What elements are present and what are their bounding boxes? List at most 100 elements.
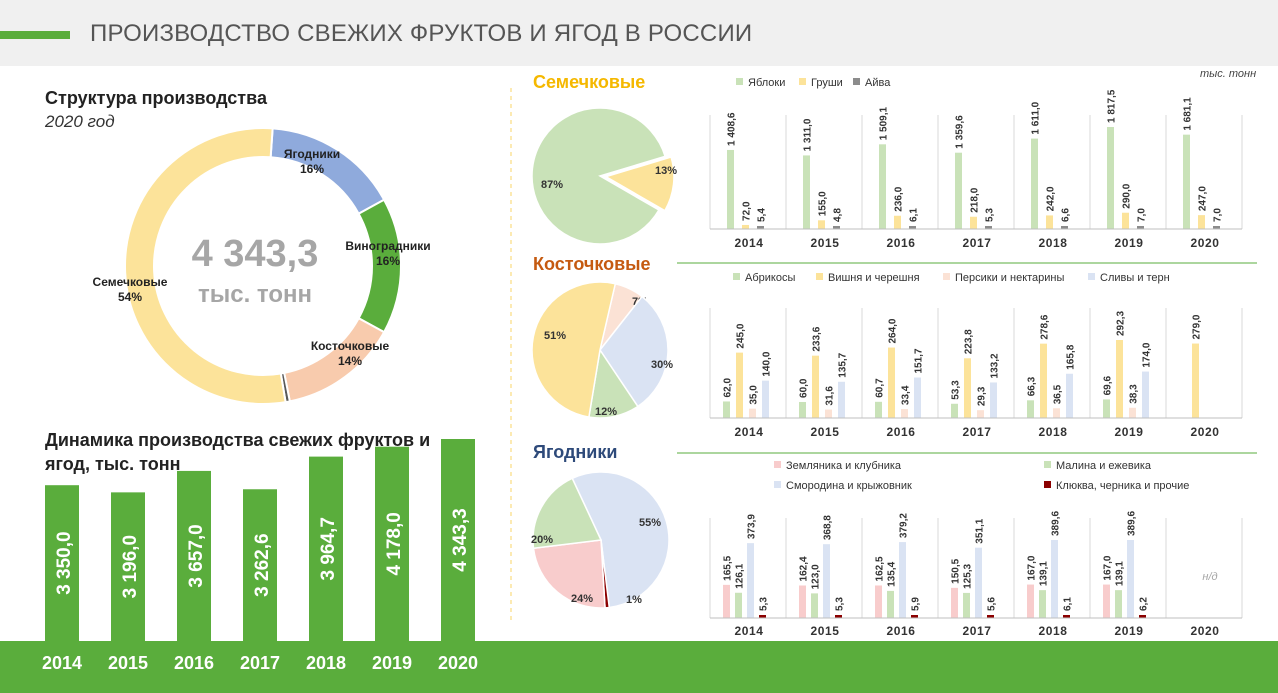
pome-bar — [1137, 226, 1144, 229]
stone-legend-label: Вишня и черешня — [828, 272, 920, 284]
pome-bar-label: 1 509,1 — [879, 107, 890, 141]
berry-bar-label: 373,9 — [747, 514, 758, 539]
stone-year-label: 2016 — [886, 425, 915, 439]
berry-bar-label: 5,9 — [911, 597, 922, 611]
pome-pie-slice-pct: 87% — [541, 179, 563, 191]
berry-bar-label: 165,5 — [723, 555, 734, 580]
berry-bar-label: 167,0 — [1027, 555, 1038, 580]
berry-bar-label: 123,0 — [811, 564, 822, 589]
berry-bar — [911, 615, 918, 618]
pome-bar-label: 218,0 — [970, 187, 981, 212]
pome-bar — [1061, 226, 1068, 229]
berry-bar-label: 351,1 — [975, 518, 986, 543]
berry-bar — [1063, 615, 1070, 618]
berry-bar-label: 150,5 — [951, 558, 962, 583]
berry-bar-label: 6,1 — [1063, 597, 1074, 611]
stone-bar-label: 223,8 — [964, 329, 975, 354]
total-bar — [309, 456, 343, 641]
berry-bar — [1115, 590, 1122, 618]
stone-pie-slice-pct: 51% — [544, 330, 566, 342]
pome-legend-swatch — [853, 78, 860, 85]
total-bar-label: 3 350,0 — [54, 531, 75, 594]
stone-pie-slice-pct: 12% — [595, 406, 617, 418]
pome-bar — [1107, 127, 1114, 229]
pome-bar-label: 7,0 — [1213, 208, 1224, 222]
stone-legend-label: Абрикосы — [745, 272, 795, 284]
pome-bar-label: 7,0 — [1137, 208, 1148, 222]
total-bar — [111, 492, 145, 641]
berry-year-label: 2014 — [734, 624, 763, 638]
stone-bar — [723, 401, 730, 418]
stone-bar-label: 33,4 — [901, 385, 912, 405]
pome-year-label: 2019 — [1114, 236, 1143, 250]
donut-slice-label: Виноградники — [345, 239, 430, 253]
stone-legend-swatch — [816, 273, 823, 280]
donut-slice-pct: 16% — [300, 162, 324, 176]
stone-bar-label: 135,7 — [838, 352, 849, 377]
structure-subtitle: 2020 год — [45, 112, 115, 131]
pome-bar — [909, 226, 916, 229]
berry-pie-slice — [532, 477, 603, 550]
berry-bar — [759, 615, 766, 618]
stone-bar-label: 133,2 — [990, 353, 1001, 378]
page-title: ПРОИЗВОДСТВО СВЕЖИХ ФРУКТОВ И ЯГОД В РОС… — [90, 20, 753, 47]
stone-year-label: 2014 — [734, 425, 763, 439]
stone-bar — [1053, 408, 1060, 418]
pome-legend-label: Айва — [865, 77, 891, 89]
pome-bar-label: 1 359,6 — [955, 115, 966, 149]
berry-bar — [1139, 615, 1146, 618]
section-title-stone: Косточковые — [533, 254, 651, 274]
total-bar — [375, 446, 409, 641]
stone-bar-label: 140,0 — [762, 351, 773, 376]
stone-year-label: 2017 — [962, 425, 991, 439]
berry-bar-label: 139,1 — [1039, 561, 1050, 586]
stone-bar — [1103, 399, 1110, 418]
pome-bar-label: 1 611,0 — [1031, 101, 1042, 134]
stone-bar — [812, 355, 819, 418]
donut-slice-label: Косточковые — [311, 339, 390, 353]
berry-bar-label: 5,6 — [987, 597, 998, 611]
donut-slice — [124, 127, 287, 405]
pome-bar — [1198, 215, 1205, 229]
pome-bar-label: 236,0 — [894, 186, 905, 211]
pome-bar — [894, 215, 901, 229]
donut-slice-label: Семечковые — [93, 275, 168, 289]
pome-bar-label: 1 817,5 — [1107, 89, 1118, 123]
pome-legend-swatch — [736, 78, 743, 85]
stone-bar-label: 151,7 — [914, 348, 925, 373]
berry-bar — [963, 592, 970, 618]
pome-year-label: 2015 — [810, 236, 839, 250]
stone-bar-label: 31,6 — [825, 386, 836, 406]
berry-bar — [1027, 584, 1034, 618]
berry-bar-label: 162,5 — [875, 556, 886, 581]
pome-bar-label: 247,0 — [1198, 186, 1209, 211]
stone-bar — [914, 377, 921, 418]
berry-bar-label: 135,4 — [887, 561, 898, 586]
pome-legend-label: Груши — [811, 77, 843, 89]
donut-slice — [283, 316, 386, 403]
pome-bar-label: 1 311,0 — [803, 118, 814, 151]
stone-legend-label: Персики и нектарины — [955, 272, 1064, 284]
stone-pie-slice-pct: 30% — [651, 359, 673, 371]
pome-bar-label: 5,4 — [757, 208, 768, 222]
pome-legend-label: Яблоки — [748, 77, 785, 89]
pome-bar — [1213, 226, 1220, 229]
pome-year-label: 2018 — [1038, 236, 1067, 250]
stone-year-label: 2018 — [1038, 425, 1067, 439]
pome-year-label: 2016 — [886, 236, 915, 250]
berry-bar — [887, 590, 894, 618]
berry-pie-slice — [532, 539, 606, 609]
stone-year-label: 2020 — [1190, 425, 1219, 439]
berry-legend-label: Малина и ежевика — [1056, 460, 1152, 472]
berry-bar-label: 389,6 — [1127, 511, 1138, 536]
berry-year-label: 2019 — [1114, 624, 1143, 638]
stone-legend-swatch — [733, 273, 740, 280]
donut-slice-pct: 54% — [118, 290, 142, 304]
berry-bar — [951, 587, 958, 618]
pome-bar — [879, 144, 886, 229]
total-bar-label: 3 657,0 — [186, 524, 207, 587]
stone-bar — [1066, 373, 1073, 418]
stone-bar-label: 60,7 — [875, 378, 886, 398]
berry-bar — [875, 585, 882, 618]
